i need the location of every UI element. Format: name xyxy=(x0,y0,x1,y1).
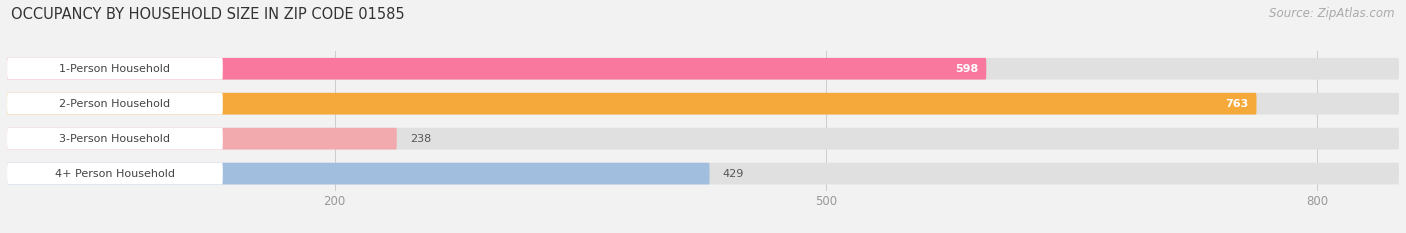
FancyBboxPatch shape xyxy=(7,163,710,185)
Text: OCCUPANCY BY HOUSEHOLD SIZE IN ZIP CODE 01585: OCCUPANCY BY HOUSEHOLD SIZE IN ZIP CODE … xyxy=(11,7,405,22)
FancyBboxPatch shape xyxy=(7,93,222,115)
Text: 1-Person Household: 1-Person Household xyxy=(59,64,170,74)
Text: 4+ Person Household: 4+ Person Household xyxy=(55,169,174,178)
FancyBboxPatch shape xyxy=(7,58,222,80)
Text: Source: ZipAtlas.com: Source: ZipAtlas.com xyxy=(1270,7,1395,20)
Text: 763: 763 xyxy=(1225,99,1249,109)
FancyBboxPatch shape xyxy=(7,163,222,185)
FancyBboxPatch shape xyxy=(7,93,1399,115)
Text: 238: 238 xyxy=(411,134,432,144)
Text: 3-Person Household: 3-Person Household xyxy=(59,134,170,144)
FancyBboxPatch shape xyxy=(7,128,396,150)
Text: 2-Person Household: 2-Person Household xyxy=(59,99,170,109)
FancyBboxPatch shape xyxy=(7,93,1257,115)
Text: 429: 429 xyxy=(723,169,744,178)
FancyBboxPatch shape xyxy=(7,128,222,150)
FancyBboxPatch shape xyxy=(7,58,1399,80)
FancyBboxPatch shape xyxy=(7,128,1399,150)
FancyBboxPatch shape xyxy=(7,58,986,80)
Text: 598: 598 xyxy=(955,64,979,74)
FancyBboxPatch shape xyxy=(7,163,1399,185)
